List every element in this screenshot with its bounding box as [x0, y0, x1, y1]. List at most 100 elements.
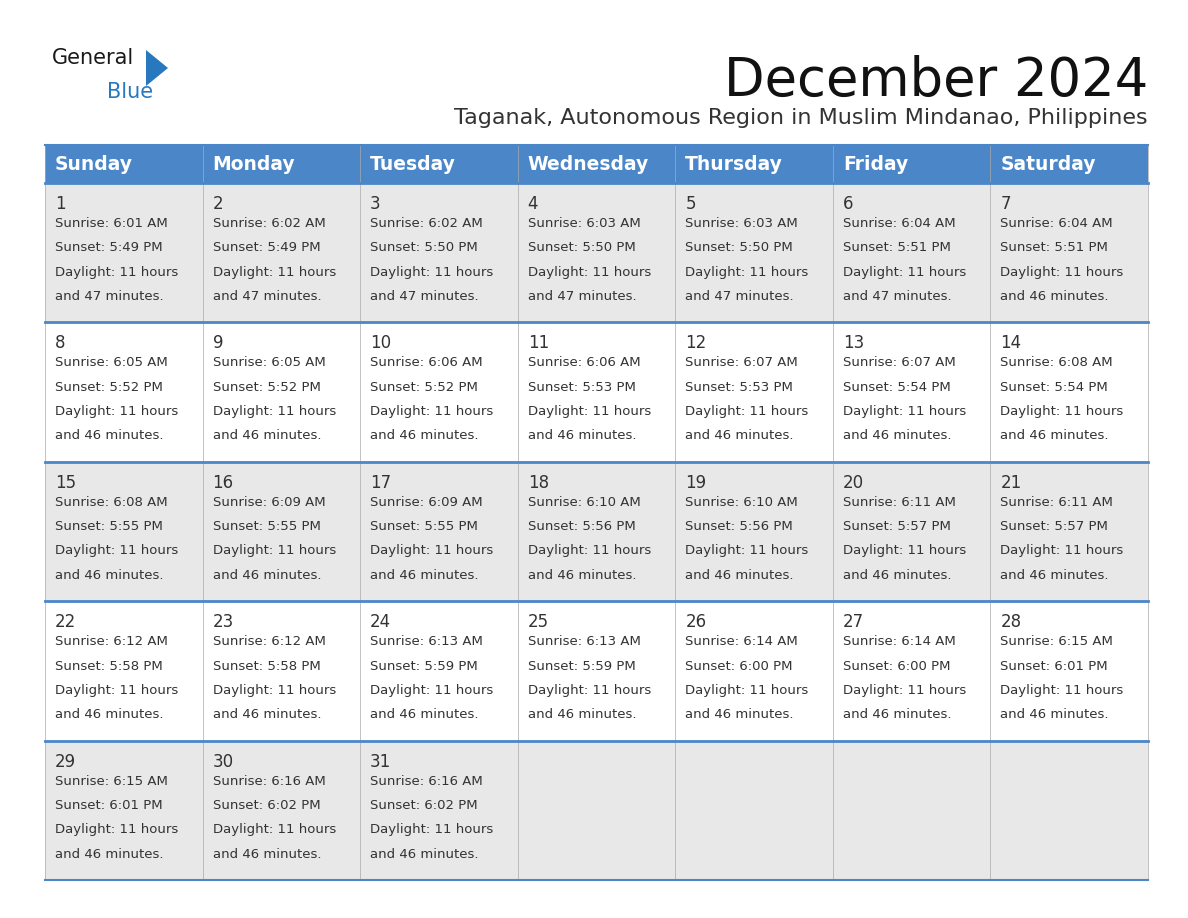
Text: 21: 21 [1000, 474, 1022, 492]
Text: Friday: Friday [842, 154, 908, 174]
Text: and 46 minutes.: and 46 minutes. [1000, 708, 1108, 722]
Text: Sunrise: 6:06 AM: Sunrise: 6:06 AM [371, 356, 482, 369]
Bar [45, 322, 1148, 462]
Text: and 46 minutes.: and 46 minutes. [55, 569, 164, 582]
Text: Sunrise: 6:03 AM: Sunrise: 6:03 AM [685, 217, 798, 230]
Text: Daylight: 11 hours: Daylight: 11 hours [213, 823, 336, 836]
Text: and 46 minutes.: and 46 minutes. [213, 430, 321, 442]
Text: 28: 28 [1000, 613, 1022, 632]
Text: Daylight: 11 hours: Daylight: 11 hours [55, 405, 178, 418]
Text: Sunset: 5:51 PM: Sunset: 5:51 PM [1000, 241, 1108, 254]
Text: Thursday: Thursday [685, 154, 783, 174]
Text: Sunset: 5:55 PM: Sunset: 5:55 PM [371, 521, 478, 533]
Text: and 47 minutes.: and 47 minutes. [685, 290, 794, 303]
Text: Sunrise: 6:09 AM: Sunrise: 6:09 AM [371, 496, 482, 509]
Text: Sunset: 5:52 PM: Sunset: 5:52 PM [371, 381, 478, 394]
Text: Sunset: 5:49 PM: Sunset: 5:49 PM [213, 241, 321, 254]
Text: Sunset: 6:01 PM: Sunset: 6:01 PM [55, 799, 163, 812]
Text: Sunset: 5:58 PM: Sunset: 5:58 PM [213, 659, 321, 673]
Text: Sunset: 5:49 PM: Sunset: 5:49 PM [55, 241, 163, 254]
Text: Sunset: 6:00 PM: Sunset: 6:00 PM [842, 659, 950, 673]
Text: and 46 minutes.: and 46 minutes. [55, 430, 164, 442]
Text: and 46 minutes.: and 46 minutes. [213, 847, 321, 860]
Text: and 47 minutes.: and 47 minutes. [842, 290, 952, 303]
Text: Daylight: 11 hours: Daylight: 11 hours [213, 405, 336, 418]
Text: Sunset: 5:55 PM: Sunset: 5:55 PM [55, 521, 163, 533]
Text: Sunset: 5:55 PM: Sunset: 5:55 PM [213, 521, 321, 533]
Text: 20: 20 [842, 474, 864, 492]
Text: Daylight: 11 hours: Daylight: 11 hours [527, 265, 651, 279]
Text: Sunrise: 6:15 AM: Sunrise: 6:15 AM [55, 775, 168, 788]
Text: Sunrise: 6:05 AM: Sunrise: 6:05 AM [55, 356, 168, 369]
Text: Sunset: 6:02 PM: Sunset: 6:02 PM [371, 799, 478, 812]
Text: 12: 12 [685, 334, 707, 353]
Text: Daylight: 11 hours: Daylight: 11 hours [55, 544, 178, 557]
Text: Sunset: 5:53 PM: Sunset: 5:53 PM [527, 381, 636, 394]
Text: and 46 minutes.: and 46 minutes. [213, 708, 321, 722]
Text: Daylight: 11 hours: Daylight: 11 hours [55, 265, 178, 279]
Text: Daylight: 11 hours: Daylight: 11 hours [371, 265, 493, 279]
Text: Daylight: 11 hours: Daylight: 11 hours [685, 684, 809, 697]
Text: and 46 minutes.: and 46 minutes. [55, 847, 164, 860]
Text: 25: 25 [527, 613, 549, 632]
Text: Sunset: 5:54 PM: Sunset: 5:54 PM [842, 381, 950, 394]
Bar [45, 741, 1148, 880]
Text: Sunset: 6:01 PM: Sunset: 6:01 PM [1000, 659, 1108, 673]
Text: Sunrise: 6:16 AM: Sunrise: 6:16 AM [371, 775, 482, 788]
Text: Sunrise: 6:08 AM: Sunrise: 6:08 AM [1000, 356, 1113, 369]
Text: Saturday: Saturday [1000, 154, 1095, 174]
Text: 26: 26 [685, 613, 707, 632]
Text: 2: 2 [213, 195, 223, 213]
Text: 10: 10 [371, 334, 391, 353]
Text: Sunset: 5:51 PM: Sunset: 5:51 PM [842, 241, 950, 254]
Text: 15: 15 [55, 474, 76, 492]
Text: and 46 minutes.: and 46 minutes. [527, 569, 637, 582]
Bar [45, 183, 1148, 322]
Text: Sunrise: 6:12 AM: Sunrise: 6:12 AM [213, 635, 326, 648]
Text: Sunrise: 6:13 AM: Sunrise: 6:13 AM [527, 635, 640, 648]
Text: Sunrise: 6:16 AM: Sunrise: 6:16 AM [213, 775, 326, 788]
Text: Daylight: 11 hours: Daylight: 11 hours [1000, 544, 1124, 557]
Text: Sunrise: 6:02 AM: Sunrise: 6:02 AM [213, 217, 326, 230]
Text: 9: 9 [213, 334, 223, 353]
Text: Daylight: 11 hours: Daylight: 11 hours [685, 265, 809, 279]
Text: Sunrise: 6:07 AM: Sunrise: 6:07 AM [842, 356, 955, 369]
Text: Daylight: 11 hours: Daylight: 11 hours [1000, 684, 1124, 697]
Text: 13: 13 [842, 334, 864, 353]
Text: Sunrise: 6:10 AM: Sunrise: 6:10 AM [527, 496, 640, 509]
Bar [45, 145, 1148, 183]
Text: Daylight: 11 hours: Daylight: 11 hours [685, 405, 809, 418]
Text: Sunrise: 6:05 AM: Sunrise: 6:05 AM [213, 356, 326, 369]
Text: Sunset: 5:57 PM: Sunset: 5:57 PM [842, 521, 950, 533]
Text: 18: 18 [527, 474, 549, 492]
Text: Sunrise: 6:15 AM: Sunrise: 6:15 AM [1000, 635, 1113, 648]
Text: 17: 17 [371, 474, 391, 492]
Text: and 47 minutes.: and 47 minutes. [213, 290, 321, 303]
Text: Daylight: 11 hours: Daylight: 11 hours [1000, 265, 1124, 279]
Text: and 46 minutes.: and 46 minutes. [1000, 569, 1108, 582]
Text: Sunset: 5:52 PM: Sunset: 5:52 PM [55, 381, 163, 394]
Text: Daylight: 11 hours: Daylight: 11 hours [842, 544, 966, 557]
Text: Daylight: 11 hours: Daylight: 11 hours [842, 405, 966, 418]
Text: Sunset: 5:56 PM: Sunset: 5:56 PM [527, 521, 636, 533]
Text: Daylight: 11 hours: Daylight: 11 hours [213, 265, 336, 279]
Text: Sunset: 6:00 PM: Sunset: 6:00 PM [685, 659, 792, 673]
Text: Daylight: 11 hours: Daylight: 11 hours [842, 684, 966, 697]
Text: and 46 minutes.: and 46 minutes. [685, 708, 794, 722]
Text: Daylight: 11 hours: Daylight: 11 hours [371, 823, 493, 836]
Text: Sunset: 5:59 PM: Sunset: 5:59 PM [371, 659, 478, 673]
Text: 6: 6 [842, 195, 853, 213]
Text: and 46 minutes.: and 46 minutes. [371, 847, 479, 860]
Text: and 46 minutes.: and 46 minutes. [55, 708, 164, 722]
Text: Sunday: Sunday [55, 154, 133, 174]
Bar [45, 601, 1148, 741]
Text: 7: 7 [1000, 195, 1011, 213]
Text: Daylight: 11 hours: Daylight: 11 hours [527, 544, 651, 557]
Text: Sunrise: 6:14 AM: Sunrise: 6:14 AM [685, 635, 798, 648]
Text: Tuesday: Tuesday [371, 154, 456, 174]
Text: and 46 minutes.: and 46 minutes. [842, 708, 952, 722]
Text: Sunset: 5:57 PM: Sunset: 5:57 PM [1000, 521, 1108, 533]
Text: December 2024: December 2024 [723, 55, 1148, 107]
Text: Sunset: 5:50 PM: Sunset: 5:50 PM [527, 241, 636, 254]
Text: 24: 24 [371, 613, 391, 632]
